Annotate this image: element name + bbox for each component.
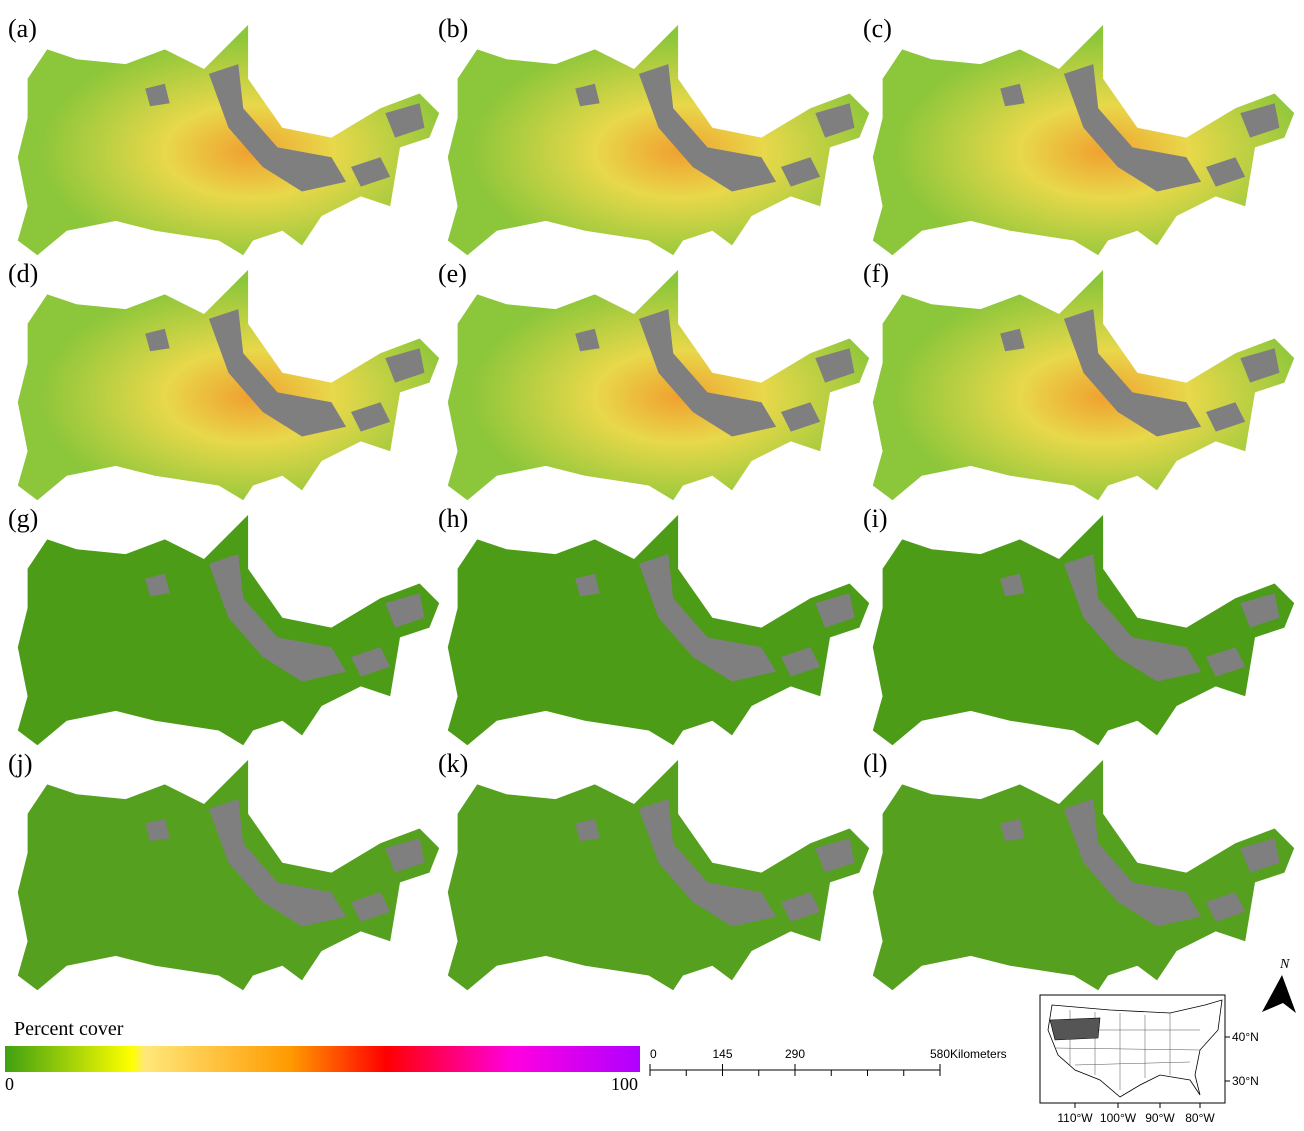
legend-max: 100 xyxy=(611,1074,638,1094)
scale-label: 0 xyxy=(650,1047,657,1061)
region xyxy=(18,270,439,500)
region xyxy=(448,270,869,500)
map-panel xyxy=(18,760,439,990)
scale-label: 290 xyxy=(785,1047,805,1061)
region xyxy=(448,760,869,990)
map-panel xyxy=(873,760,1294,990)
panel-label: (c) xyxy=(863,14,892,43)
map-panel xyxy=(448,270,869,500)
scale-unit: Kilometers xyxy=(950,1047,1007,1061)
map-panel xyxy=(18,25,439,255)
north-label: N xyxy=(1279,957,1290,972)
map-panel xyxy=(448,515,869,745)
panel-label: (f) xyxy=(863,259,889,288)
panel-label: (j) xyxy=(8,749,33,778)
map-panel xyxy=(448,760,869,990)
lon-label: 90°W xyxy=(1145,1111,1175,1125)
north-arrow xyxy=(1262,975,1296,1013)
scale-label: 145 xyxy=(712,1047,732,1061)
panels: (a) (b) (c) (d) (e) (f) (g) (h) (i) (j) (k) (l) xyxy=(8,14,1294,990)
panel-label: (k) xyxy=(438,749,468,778)
panel-label: (e) xyxy=(438,259,467,288)
scale-label: 580 xyxy=(930,1047,950,1061)
region xyxy=(873,25,1294,255)
region xyxy=(448,515,869,745)
lon-label: 80°W xyxy=(1185,1111,1215,1125)
map-panel xyxy=(873,515,1294,745)
panel-label: (h) xyxy=(438,504,468,533)
lon-label: 110°W xyxy=(1057,1111,1093,1125)
panel-label: (a) xyxy=(8,14,37,43)
lon-label: 100°W xyxy=(1100,1111,1137,1125)
figure: (a) (b) (c) (d) (e) (f) (g) (h) (i) (j) (k) (l) Per… xyxy=(0,0,1304,1131)
panel-label: (l) xyxy=(863,749,888,778)
panel-label: (i) xyxy=(863,504,888,533)
colorbar xyxy=(5,1046,640,1072)
map-panel xyxy=(873,270,1294,500)
region xyxy=(18,25,439,255)
region xyxy=(873,270,1294,500)
inset-map xyxy=(1040,995,1225,1103)
region xyxy=(18,760,439,990)
region xyxy=(873,515,1294,745)
region xyxy=(448,25,869,255)
region xyxy=(873,760,1294,990)
map-panel xyxy=(448,25,869,255)
legend-title: Percent cover xyxy=(14,1018,124,1040)
lat-label: 40°N xyxy=(1232,1030,1259,1044)
map-panel xyxy=(18,270,439,500)
map-panel xyxy=(873,25,1294,255)
lat-label: 30°N xyxy=(1232,1074,1259,1088)
panel-label: (d) xyxy=(8,259,38,288)
panel-label: (b) xyxy=(438,14,468,43)
map-panel xyxy=(18,515,439,745)
region xyxy=(18,515,439,745)
panel-label: (g) xyxy=(8,504,38,533)
legend-min: 0 xyxy=(5,1074,14,1094)
